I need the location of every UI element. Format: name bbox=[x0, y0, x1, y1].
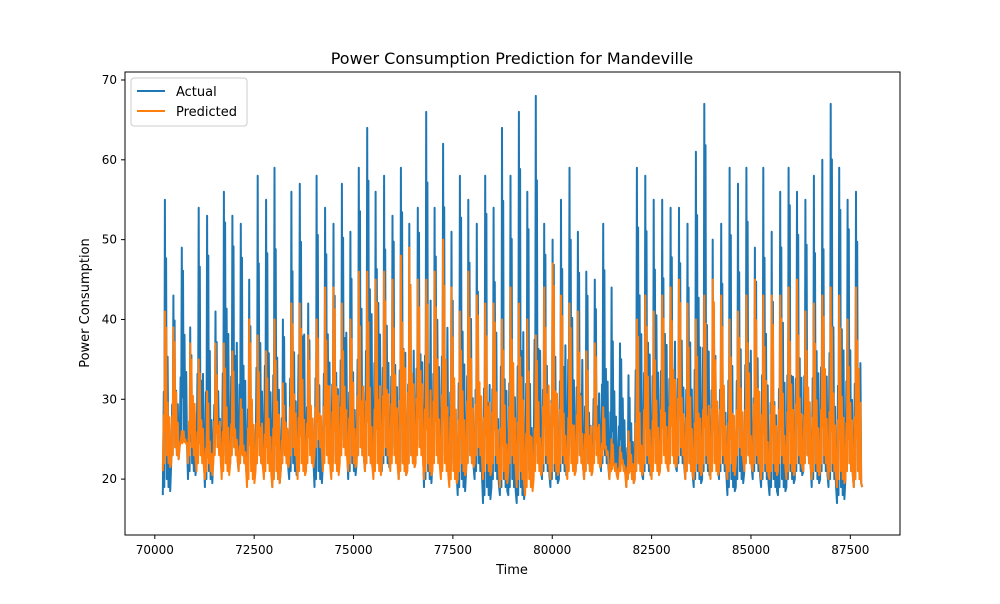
chart-title: Power Consumption Prediction for Mandevi… bbox=[331, 49, 694, 68]
x-axis: 70000 72500 75000 77500 80000 82500 85000 87500 bbox=[136, 535, 869, 557]
x-tick-label: 87500 bbox=[831, 543, 869, 557]
x-tick-label: 85000 bbox=[732, 543, 770, 557]
series-layer bbox=[161, 94, 864, 505]
y-axis: 20 30 40 50 60 70 bbox=[102, 73, 125, 486]
x-tick-label: 80000 bbox=[533, 543, 571, 557]
y-tick-label: 70 bbox=[102, 73, 117, 87]
x-tick-label: 70000 bbox=[136, 543, 174, 557]
x-tick-label: 82500 bbox=[633, 543, 671, 557]
y-tick-label: 30 bbox=[102, 392, 117, 406]
y-tick-label: 60 bbox=[102, 153, 117, 167]
plot-frame bbox=[124, 71, 901, 536]
x-tick-label: 72500 bbox=[235, 543, 273, 557]
series-line-predicted bbox=[161, 238, 864, 497]
y-tick-label: 20 bbox=[102, 472, 117, 486]
x-axis-label: Time bbox=[495, 563, 528, 578]
legend-label-actual: Actual bbox=[176, 85, 217, 100]
x-tick-label: 77500 bbox=[434, 543, 472, 557]
legend-label-predicted: Predicted bbox=[176, 105, 237, 120]
x-tick-label: 75000 bbox=[334, 543, 372, 557]
y-tick-label: 40 bbox=[102, 312, 117, 326]
y-axis-label: Power Consumption bbox=[78, 238, 93, 368]
y-tick-label: 50 bbox=[102, 233, 117, 247]
legend: Actual Predicted bbox=[130, 77, 248, 127]
